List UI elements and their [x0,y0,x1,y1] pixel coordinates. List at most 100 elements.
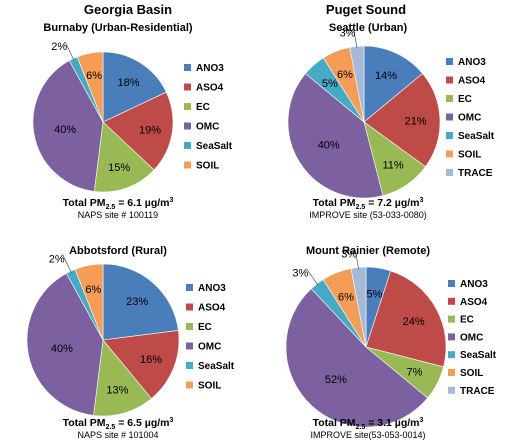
data-label-burnaby-urban-residential-aso4: 19% [139,124,161,136]
data-label-mount-rainier-remote-aso4: 24% [403,316,425,328]
data-label-seattle-urban-seasalt: 5% [322,78,338,90]
data-label-abbotsford-rural-ec: 13% [106,385,128,397]
legend-label-abbotsford-rural-soil: SOIL [198,381,221,392]
legend-swatch-abbotsford-rural-omc [186,342,193,350]
region-title-puget-sound: Puget Sound [325,2,407,17]
data-label-burnaby-urban-residential-seasalt: 2% [51,41,67,53]
legend-swatch-burnaby-urban-residential-omc [184,122,191,130]
pie-slice-mount-rainier-remote-omc [285,288,429,428]
data-label-seattle-urban-ec: 11% [382,160,403,172]
legend-label-burnaby-urban-residential-omc: OMC [196,122,219,133]
legend-label-mount-rainier-remote-omc: OMC [460,332,483,343]
total-pm25-abbotsford-rural: Total PM2.5 = 6.5 µg/m3 [63,417,174,431]
data-label-abbotsford-rural-seasalt: 2% [49,254,65,266]
legend-swatch-mount-rainier-remote-ec [448,315,455,323]
data-label-burnaby-urban-residential-ano3: 18% [117,77,139,89]
data-label-abbotsford-rural-omc: 40% [51,343,73,355]
leader-line-mount-rainier-remote-trace [354,249,360,270]
legend-swatch-seattle-urban-soil [446,150,453,158]
legend-label-abbotsford-rural-aso4: ASO4 [198,303,226,314]
pie-slice-seattle-urban-omc [287,73,384,199]
legend-label-mount-rainier-remote-ec: EC [460,315,474,326]
legend-swatch-burnaby-urban-residential-seasalt [184,142,191,149]
leader-line-seattle-urban-trace [353,28,358,49]
legend-label-seattle-urban-aso4: ASO4 [458,76,486,87]
legend-swatch-abbotsford-rural-seasalt [186,362,193,369]
legend-swatch-mount-rainier-remote-soil [448,369,455,376]
legend-label-mount-rainier-remote-trace: TRACE [460,386,495,397]
legend-swatch-mount-rainier-remote-aso4 [448,297,455,305]
site-id-seattle-urban: IMPROVE site (53-033-0080) [309,210,427,220]
region-title-georgia-basin: Georgia Basin [83,2,173,17]
legend-swatch-abbotsford-rural-ec [186,323,193,330]
chart-title-seattle-urban: Seattle (Urban) [329,22,408,34]
pie-slice-burnaby-urban-residential-ano3 [102,51,167,123]
data-label-seattle-urban-ano3: 14% [375,70,397,82]
pie-slice-burnaby-urban-residential-aso4 [102,91,174,171]
data-label-mount-rainier-remote-trace: 3% [341,248,357,260]
site-id-mount-rainier-remote: IMPROVE site(53-053-0014) [310,430,425,440]
pie-slice-burnaby-urban-residential-omc [32,60,104,192]
legend-label-abbotsford-rural-ano3: ANO3 [198,283,226,294]
leader-line-burnaby-urban-residential-seasalt [64,41,75,61]
legend-label-seattle-urban-seasalt: SeaSalt [458,131,495,142]
data-label-seattle-urban-trace: 3% [340,27,356,39]
legend-swatch-burnaby-urban-residential-soil [184,161,191,169]
total-pm25-burnaby-urban-residential: Total PM2.5 = 6.1 µg/m3 [63,197,174,211]
pie-slice-abbotsford-rural-soil [74,263,104,341]
chart-title-abbotsford-rural: Abbotsford (Rural) [69,245,167,257]
total-pm25-mount-rainier-remote: Total PM2.5 = 3.1 µg/m3 [313,417,424,431]
data-label-burnaby-urban-residential-omc: 40% [54,124,76,136]
legend-label-seattle-urban-ano3: ANO3 [458,57,486,68]
legend-label-burnaby-urban-residential-ano3: ANO3 [196,63,224,74]
legend-swatch-mount-rainier-remote-trace [448,386,455,394]
legend-swatch-abbotsford-rural-aso4 [186,303,193,311]
data-label-seattle-urban-soil: 6% [337,69,353,81]
legend-label-abbotsford-rural-seasalt: SeaSalt [198,361,235,372]
legend-label-burnaby-urban-residential-aso4: ASO4 [196,83,224,94]
data-label-abbotsford-rural-ano3: 23% [126,296,148,308]
legend-label-mount-rainier-remote-ano3: ANO3 [460,279,488,290]
legend-swatch-mount-rainier-remote-seasalt [448,351,455,359]
legend-label-burnaby-urban-residential-soil: SOIL [196,161,219,172]
legend-label-burnaby-urban-residential-seasalt: SeaSalt [196,141,233,152]
legend-swatch-abbotsford-rural-soil [186,381,193,389]
legend-label-mount-rainier-remote-soil: SOIL [460,368,483,379]
data-label-abbotsford-rural-soil: 6% [85,284,101,296]
data-label-seattle-urban-omc: 40% [318,139,340,151]
data-label-seattle-urban-aso4: 21% [405,115,427,127]
legend-swatch-seattle-urban-trace [446,169,453,176]
pie-slice-abbotsford-rural-aso4 [102,330,180,399]
data-label-burnaby-urban-residential-ec: 15% [108,162,130,174]
data-label-mount-rainier-remote-ec: 7% [407,367,423,379]
data-label-burnaby-urban-residential-soil: 6% [86,70,102,82]
data-label-mount-rainier-remote-seasalt: 3% [292,268,308,280]
legend-label-burnaby-urban-residential-ec: EC [196,102,210,113]
pie-slice-seattle-urban-aso4 [363,73,441,168]
data-label-abbotsford-rural-aso4: 16% [140,354,162,366]
site-id-abbotsford-rural: NAPS site # 101004 [77,430,158,440]
legend-label-mount-rainier-remote-aso4: ASO4 [460,297,488,308]
legend-swatch-seattle-urban-omc [446,113,453,121]
legend-swatch-mount-rainier-remote-omc [448,333,455,341]
legend-swatch-seattle-urban-ano3 [446,58,453,65]
legend-swatch-seattle-urban-aso4 [446,76,453,84]
pie-slice-seattle-urban-ano3 [363,45,423,123]
legend-label-seattle-urban-soil: SOIL [458,150,481,161]
pie-slice-burnaby-urban-residential-soil [76,51,104,123]
chart-title-mount-rainier-remote: Mount Rainier (Remote) [306,245,430,257]
pie-slice-mount-rainier-remote-aso4 [365,270,447,368]
leader-line-abbotsford-rural-seasalt [62,254,72,274]
legend-swatch-mount-rainier-remote-ano3 [448,280,455,287]
legend-swatch-burnaby-urban-residential-ano3 [184,64,191,71]
pie-slice-abbotsford-rural-omc [26,272,104,416]
legend-label-abbotsford-rural-omc: OMC [198,342,221,353]
pie-slice-burnaby-urban-residential-ec [93,121,155,193]
pie-slice-abbotsford-rural-ano3 [102,263,179,341]
legend-label-seattle-urban-trace: TRACE [458,168,493,179]
data-label-mount-rainier-remote-omc: 52% [325,374,347,386]
legend-label-mount-rainier-remote-seasalt: SeaSalt [460,350,497,361]
total-pm25-seattle-urban: Total PM2.5 = 7.2 µg/m3 [313,197,424,211]
leader-line-mount-rainier-remote-seasalt [306,268,319,286]
